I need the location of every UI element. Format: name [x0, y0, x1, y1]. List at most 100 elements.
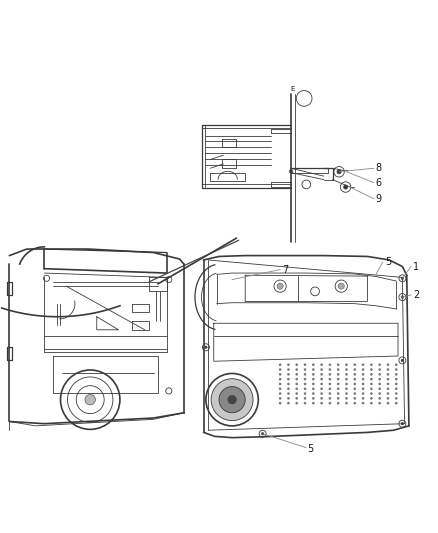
Circle shape	[338, 283, 344, 289]
Circle shape	[401, 422, 404, 425]
Circle shape	[395, 387, 398, 390]
Circle shape	[279, 397, 282, 400]
Circle shape	[304, 383, 306, 385]
Text: 5: 5	[385, 257, 391, 267]
Circle shape	[353, 392, 356, 395]
Circle shape	[353, 383, 356, 385]
Text: 7: 7	[283, 264, 289, 274]
Circle shape	[289, 169, 293, 173]
Circle shape	[378, 402, 381, 405]
Circle shape	[328, 368, 331, 371]
Circle shape	[378, 368, 381, 371]
Circle shape	[362, 402, 364, 405]
Circle shape	[387, 397, 389, 400]
Circle shape	[337, 397, 339, 400]
Circle shape	[279, 387, 282, 390]
Circle shape	[370, 402, 373, 405]
Circle shape	[295, 402, 298, 405]
Circle shape	[328, 383, 331, 385]
Circle shape	[353, 378, 356, 381]
Circle shape	[345, 397, 348, 400]
Circle shape	[401, 359, 404, 362]
Circle shape	[328, 387, 331, 390]
Circle shape	[378, 387, 381, 390]
Circle shape	[312, 373, 314, 376]
Circle shape	[320, 373, 323, 376]
Circle shape	[362, 383, 364, 385]
Circle shape	[370, 373, 373, 376]
Circle shape	[343, 185, 348, 189]
Circle shape	[353, 397, 356, 400]
Circle shape	[345, 378, 348, 381]
Circle shape	[277, 283, 283, 289]
Circle shape	[287, 387, 290, 390]
Circle shape	[304, 392, 306, 395]
Circle shape	[328, 364, 331, 366]
Circle shape	[295, 368, 298, 371]
Circle shape	[401, 277, 404, 280]
Circle shape	[320, 383, 323, 385]
Circle shape	[337, 373, 339, 376]
Text: 2: 2	[413, 290, 420, 300]
Circle shape	[287, 368, 290, 371]
Circle shape	[353, 402, 356, 405]
Text: 8: 8	[375, 163, 381, 173]
Circle shape	[320, 392, 323, 395]
Circle shape	[320, 397, 323, 400]
Circle shape	[205, 346, 207, 349]
Circle shape	[378, 397, 381, 400]
Circle shape	[362, 368, 364, 371]
Circle shape	[387, 373, 389, 376]
Circle shape	[295, 373, 298, 376]
Circle shape	[395, 402, 398, 405]
Circle shape	[328, 373, 331, 376]
Circle shape	[345, 383, 348, 385]
Circle shape	[378, 392, 381, 395]
Circle shape	[345, 392, 348, 395]
Circle shape	[370, 378, 373, 381]
Circle shape	[337, 387, 339, 390]
Circle shape	[312, 364, 314, 366]
Circle shape	[395, 368, 398, 371]
Circle shape	[320, 387, 323, 390]
Circle shape	[328, 392, 331, 395]
Circle shape	[353, 387, 356, 390]
Circle shape	[387, 383, 389, 385]
Circle shape	[353, 373, 356, 376]
Circle shape	[295, 397, 298, 400]
Circle shape	[395, 383, 398, 385]
Circle shape	[337, 364, 339, 366]
Circle shape	[85, 394, 95, 405]
Circle shape	[219, 386, 245, 413]
Circle shape	[378, 364, 381, 366]
Circle shape	[370, 392, 373, 395]
Circle shape	[370, 397, 373, 400]
Circle shape	[378, 378, 381, 381]
Circle shape	[295, 378, 298, 381]
Circle shape	[328, 397, 331, 400]
Circle shape	[345, 402, 348, 405]
Circle shape	[228, 395, 237, 404]
Circle shape	[295, 383, 298, 385]
Circle shape	[387, 364, 389, 366]
Circle shape	[353, 368, 356, 371]
Circle shape	[387, 378, 389, 381]
Circle shape	[387, 402, 389, 405]
Circle shape	[312, 387, 314, 390]
Circle shape	[401, 296, 404, 298]
Circle shape	[345, 373, 348, 376]
Circle shape	[362, 392, 364, 395]
Circle shape	[287, 397, 290, 400]
Circle shape	[304, 373, 306, 376]
Circle shape	[320, 402, 323, 405]
Circle shape	[287, 378, 290, 381]
Circle shape	[370, 364, 373, 366]
Circle shape	[312, 368, 314, 371]
Circle shape	[304, 397, 306, 400]
Circle shape	[378, 373, 381, 376]
Circle shape	[395, 364, 398, 366]
Circle shape	[395, 392, 398, 395]
Circle shape	[312, 392, 314, 395]
Circle shape	[370, 387, 373, 390]
Circle shape	[295, 392, 298, 395]
